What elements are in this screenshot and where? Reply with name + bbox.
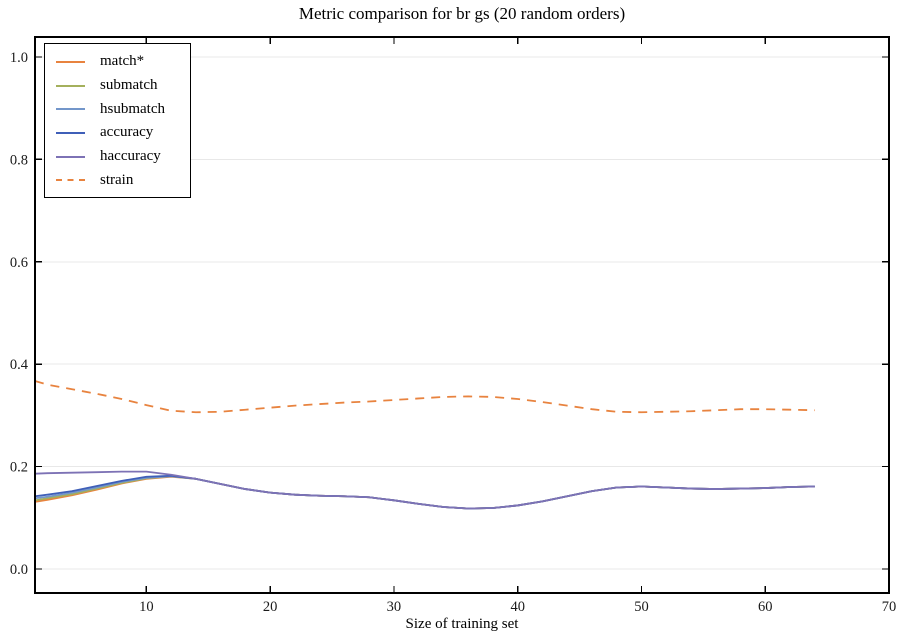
legend-line-swatch-submatch: [56, 84, 85, 87]
legend-item-match: match*: [45, 50, 190, 74]
x-tick-label: 70: [882, 599, 897, 615]
legend-line-swatch-match: [56, 60, 85, 63]
y-tick-label: 0.6: [10, 255, 28, 271]
series-line-strain: [34, 380, 815, 414]
legend-label-match: match*: [100, 53, 145, 70]
x-tick-label: 50: [634, 599, 649, 615]
legend-label-haccuracy: haccuracy: [100, 148, 161, 165]
legend-item-accuracy: accuracy: [45, 121, 190, 145]
x-tick-label: 20: [263, 599, 278, 615]
series-line-haccuracy: [34, 470, 815, 510]
legend-item-strain: strain: [45, 168, 190, 192]
legend-label-accuracy: accuracy: [100, 124, 154, 141]
y-tick-label: 0.2: [10, 460, 28, 476]
series-line-match: [34, 475, 815, 510]
y-tick-label: 0.4: [10, 357, 29, 373]
legend-item-submatch: submatch: [45, 74, 190, 98]
x-axis-label: Size of training set: [405, 616, 519, 632]
y-tick-label: 0.8: [10, 152, 28, 168]
x-tick-label: 10: [139, 599, 154, 615]
chart-title: Metric comparison for br gs (20 random o…: [298, 4, 626, 23]
legend-label-submatch: submatch: [100, 77, 158, 94]
legend-item-hsubmatch: hsubmatch: [45, 97, 190, 121]
legend-label-strain: strain: [100, 171, 134, 188]
series-line-accuracy: [34, 474, 815, 510]
y-tick-label: 1.0: [10, 50, 28, 66]
x-tick-label: 30: [387, 599, 402, 615]
series-line-hsubmatch: [34, 475, 815, 510]
x-tick-label: 60: [758, 599, 773, 615]
series-line-submatch: [34, 475, 815, 510]
legend-label-hsubmatch: hsubmatch: [100, 100, 165, 117]
legend-item-haccuracy: haccuracy: [45, 145, 190, 169]
legend-line-swatch-accuracy: [56, 131, 85, 134]
x-tick-label: 40: [510, 599, 525, 615]
legend-line-swatch-haccuracy: [56, 155, 85, 158]
legend-line-swatch-hsubmatch: [56, 108, 85, 111]
axes-spines: [34, 36, 890, 594]
y-tick-label: 0.0: [10, 562, 28, 578]
legend-line-swatch-strain: [56, 179, 85, 182]
legend: match* submatch hsubmatch accuracy haccuracy…: [44, 43, 191, 199]
